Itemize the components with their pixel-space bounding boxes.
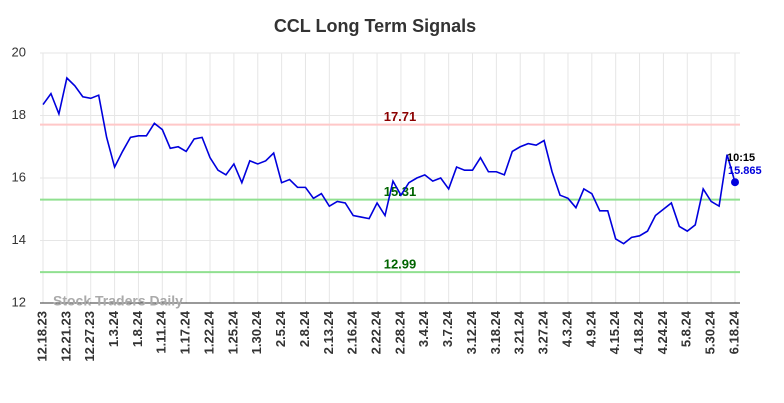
annotation-time: 10:15 xyxy=(727,152,755,164)
y-tick-label: 18 xyxy=(12,107,26,122)
x-tick-label: 6.18.24 xyxy=(726,310,741,354)
x-tick-label: 2.13.24 xyxy=(321,310,336,354)
y-tick-label: 12 xyxy=(12,294,26,309)
x-tick-label: 2.5.24 xyxy=(273,310,288,347)
x-tick-label: 3.27.24 xyxy=(536,310,551,354)
x-tick-label: 4.24.24 xyxy=(655,310,670,354)
x-tick-label: 5.30.24 xyxy=(703,310,718,354)
x-tick-label: 2.16.24 xyxy=(345,310,360,354)
y-tick-label: 16 xyxy=(12,169,26,184)
x-tick-label: 2.8.24 xyxy=(297,310,312,347)
x-tick-label: 4.9.24 xyxy=(583,310,598,347)
x-tick-label: 3.12.24 xyxy=(464,310,479,354)
x-tick-label: 1.17.24 xyxy=(178,310,193,354)
x-tick-label: 4.3.24 xyxy=(559,310,574,347)
price-line xyxy=(42,76,736,245)
watermark: Stock Traders Daily xyxy=(53,293,183,309)
x-tick-label: 3.4.24 xyxy=(416,310,431,347)
x-tick-label: 12.21.23 xyxy=(58,311,73,362)
y-tick-label: 14 xyxy=(12,232,26,247)
x-tick-label: 4.18.24 xyxy=(631,310,646,354)
x-tick-label: 2.28.24 xyxy=(392,310,407,354)
reference-label: 12.99 xyxy=(384,257,417,272)
x-tick-label: 12.18.23 xyxy=(34,311,49,362)
x-tick-label: 5.8.24 xyxy=(679,310,694,347)
x-tick-label: 12.27.23 xyxy=(82,311,97,362)
x-tick-label: 3.18.24 xyxy=(488,310,503,354)
x-tick-label: 2.22.24 xyxy=(369,310,384,354)
annotation-value: 15.865 xyxy=(728,165,762,177)
y-tick-label: 20 xyxy=(12,44,26,59)
last-point xyxy=(731,178,739,187)
chart-title: CCL Long Term Signals xyxy=(274,16,476,36)
x-tick-label: 1.30.24 xyxy=(249,310,264,354)
x-tick-label: 4.15.24 xyxy=(607,310,622,354)
x-tick-label: 3.7.24 xyxy=(440,310,455,347)
x-tick-label: 1.8.24 xyxy=(130,310,145,347)
x-tick-label: 1.25.24 xyxy=(225,310,240,354)
x-tick-label: 3.21.24 xyxy=(512,310,527,354)
x-tick-label: 1.3.24 xyxy=(106,310,121,347)
x-tick-label: 1.22.24 xyxy=(201,310,216,354)
x-tick-label: 1.11.24 xyxy=(154,310,169,353)
reference-label: 17.71 xyxy=(384,109,417,124)
